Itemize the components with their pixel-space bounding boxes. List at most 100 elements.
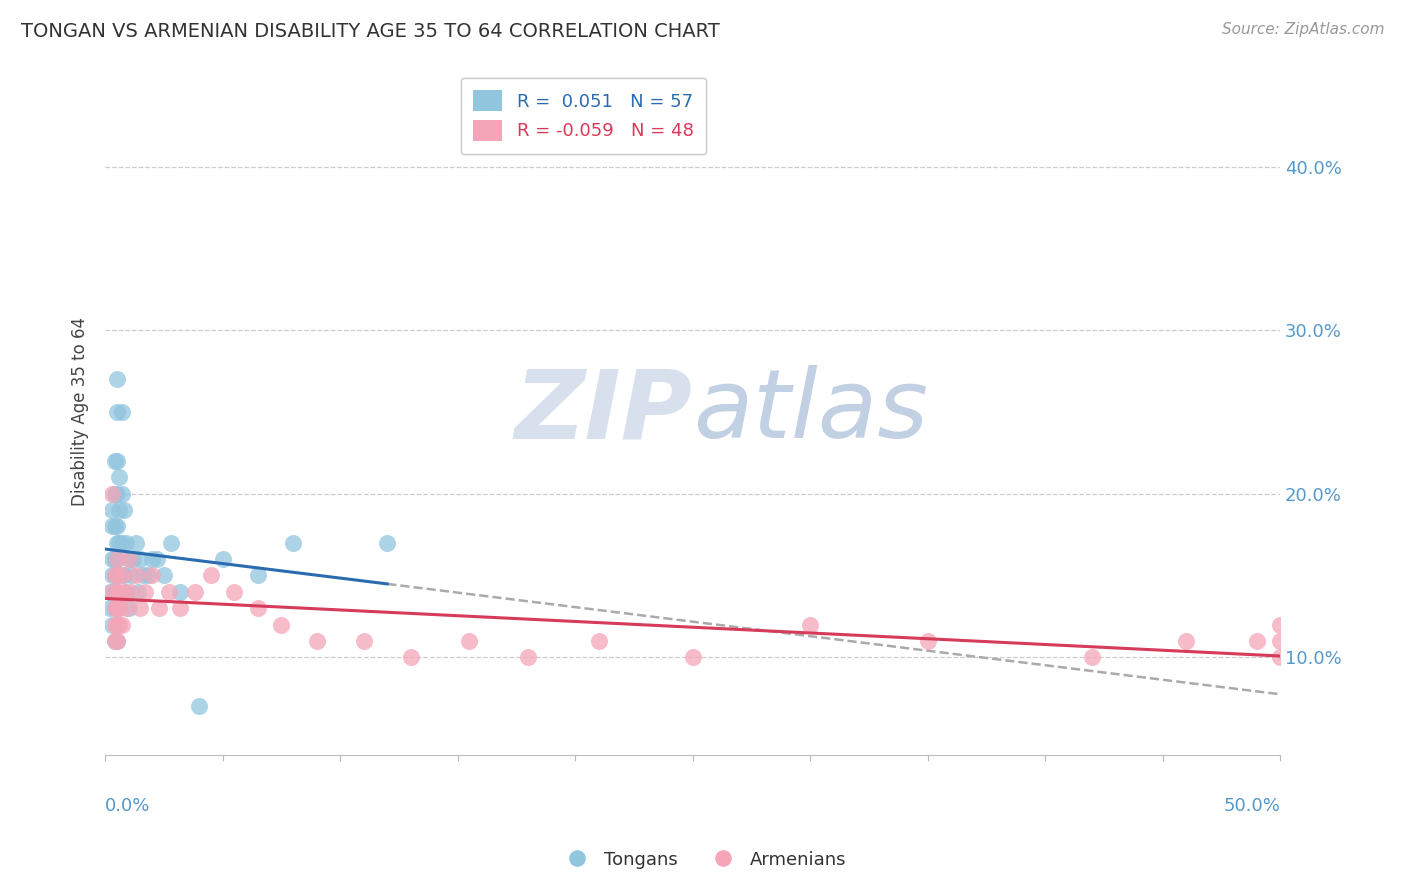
Point: [105, 535, 128, 549]
Point: [118, 552, 141, 566]
Point: [125, 568, 148, 582]
Point: [115, 584, 138, 599]
Point: [98, 584, 121, 599]
Point: [211, 552, 233, 566]
Point: [104, 617, 127, 632]
Point: [125, 535, 148, 549]
Point: [104, 601, 127, 615]
Point: [101, 503, 124, 517]
Point: [112, 568, 135, 582]
Point: [108, 617, 131, 632]
Point: [105, 519, 128, 533]
Point: [517, 650, 540, 665]
Point: [111, 617, 134, 632]
Point: [122, 552, 145, 566]
Point: [305, 633, 328, 648]
Text: 50.0%: 50.0%: [1223, 797, 1279, 814]
Point: [153, 568, 176, 582]
Point: [141, 568, 163, 582]
Point: [104, 568, 127, 582]
Point: [375, 535, 398, 549]
Point: [101, 552, 124, 566]
Point: [148, 601, 170, 615]
Point: [458, 633, 481, 648]
Point: [108, 503, 131, 517]
Point: [108, 568, 131, 582]
Point: [120, 584, 142, 599]
Point: [98, 601, 121, 615]
Point: [104, 584, 127, 599]
Point: [105, 552, 128, 566]
Point: [399, 650, 422, 665]
Point: [104, 519, 127, 533]
Point: [108, 601, 131, 615]
Point: [1175, 633, 1198, 648]
Point: [105, 486, 128, 500]
Point: [101, 519, 124, 533]
Point: [1246, 633, 1268, 648]
Y-axis label: Disability Age 35 to 64: Disability Age 35 to 64: [72, 318, 89, 507]
Point: [917, 633, 939, 648]
Text: atlas: atlas: [693, 366, 928, 458]
Point: [1081, 650, 1104, 665]
Point: [111, 486, 134, 500]
Point: [105, 405, 128, 419]
Point: [105, 584, 128, 599]
Text: TONGAN VS ARMENIAN DISABILITY AGE 35 TO 64 CORRELATION CHART: TONGAN VS ARMENIAN DISABILITY AGE 35 TO …: [21, 22, 720, 41]
Legend: Tongans, Armenians: Tongans, Armenians: [553, 844, 853, 876]
Point: [105, 568, 128, 582]
Point: [188, 699, 211, 714]
Point: [1268, 650, 1291, 665]
Point: [105, 568, 128, 582]
Point: [1268, 617, 1291, 632]
Point: [169, 601, 191, 615]
Point: [588, 633, 610, 648]
Point: [105, 601, 128, 615]
Point: [246, 601, 269, 615]
Point: [127, 584, 149, 599]
Point: [160, 535, 183, 549]
Point: [270, 617, 292, 632]
Point: [115, 601, 138, 615]
Point: [146, 552, 169, 566]
Point: [1268, 633, 1291, 648]
Point: [108, 584, 131, 599]
Point: [132, 568, 155, 582]
Point: [101, 584, 124, 599]
Text: Source: ZipAtlas.com: Source: ZipAtlas.com: [1222, 22, 1385, 37]
Point: [104, 454, 127, 468]
Point: [112, 503, 135, 517]
Point: [104, 552, 127, 566]
Point: [183, 584, 205, 599]
Point: [111, 405, 134, 419]
Point: [129, 601, 152, 615]
Point: [283, 535, 305, 549]
Point: [104, 633, 127, 648]
Point: [105, 617, 128, 632]
Point: [136, 568, 159, 582]
Text: 0.0%: 0.0%: [105, 797, 150, 814]
Point: [157, 584, 180, 599]
Point: [105, 372, 128, 386]
Point: [108, 535, 131, 549]
Point: [118, 601, 141, 615]
Point: [111, 568, 134, 582]
Point: [101, 486, 124, 500]
Point: [108, 470, 131, 484]
Point: [104, 633, 127, 648]
Point: [111, 535, 134, 549]
Point: [101, 568, 124, 582]
Point: [118, 552, 141, 566]
Point: [120, 568, 142, 582]
Point: [104, 568, 127, 582]
Point: [799, 617, 821, 632]
Point: [105, 601, 128, 615]
Point: [129, 552, 152, 566]
Point: [104, 486, 127, 500]
Point: [108, 601, 131, 615]
Point: [105, 633, 128, 648]
Point: [105, 584, 128, 599]
Point: [682, 650, 704, 665]
Point: [105, 552, 128, 566]
Point: [169, 584, 191, 599]
